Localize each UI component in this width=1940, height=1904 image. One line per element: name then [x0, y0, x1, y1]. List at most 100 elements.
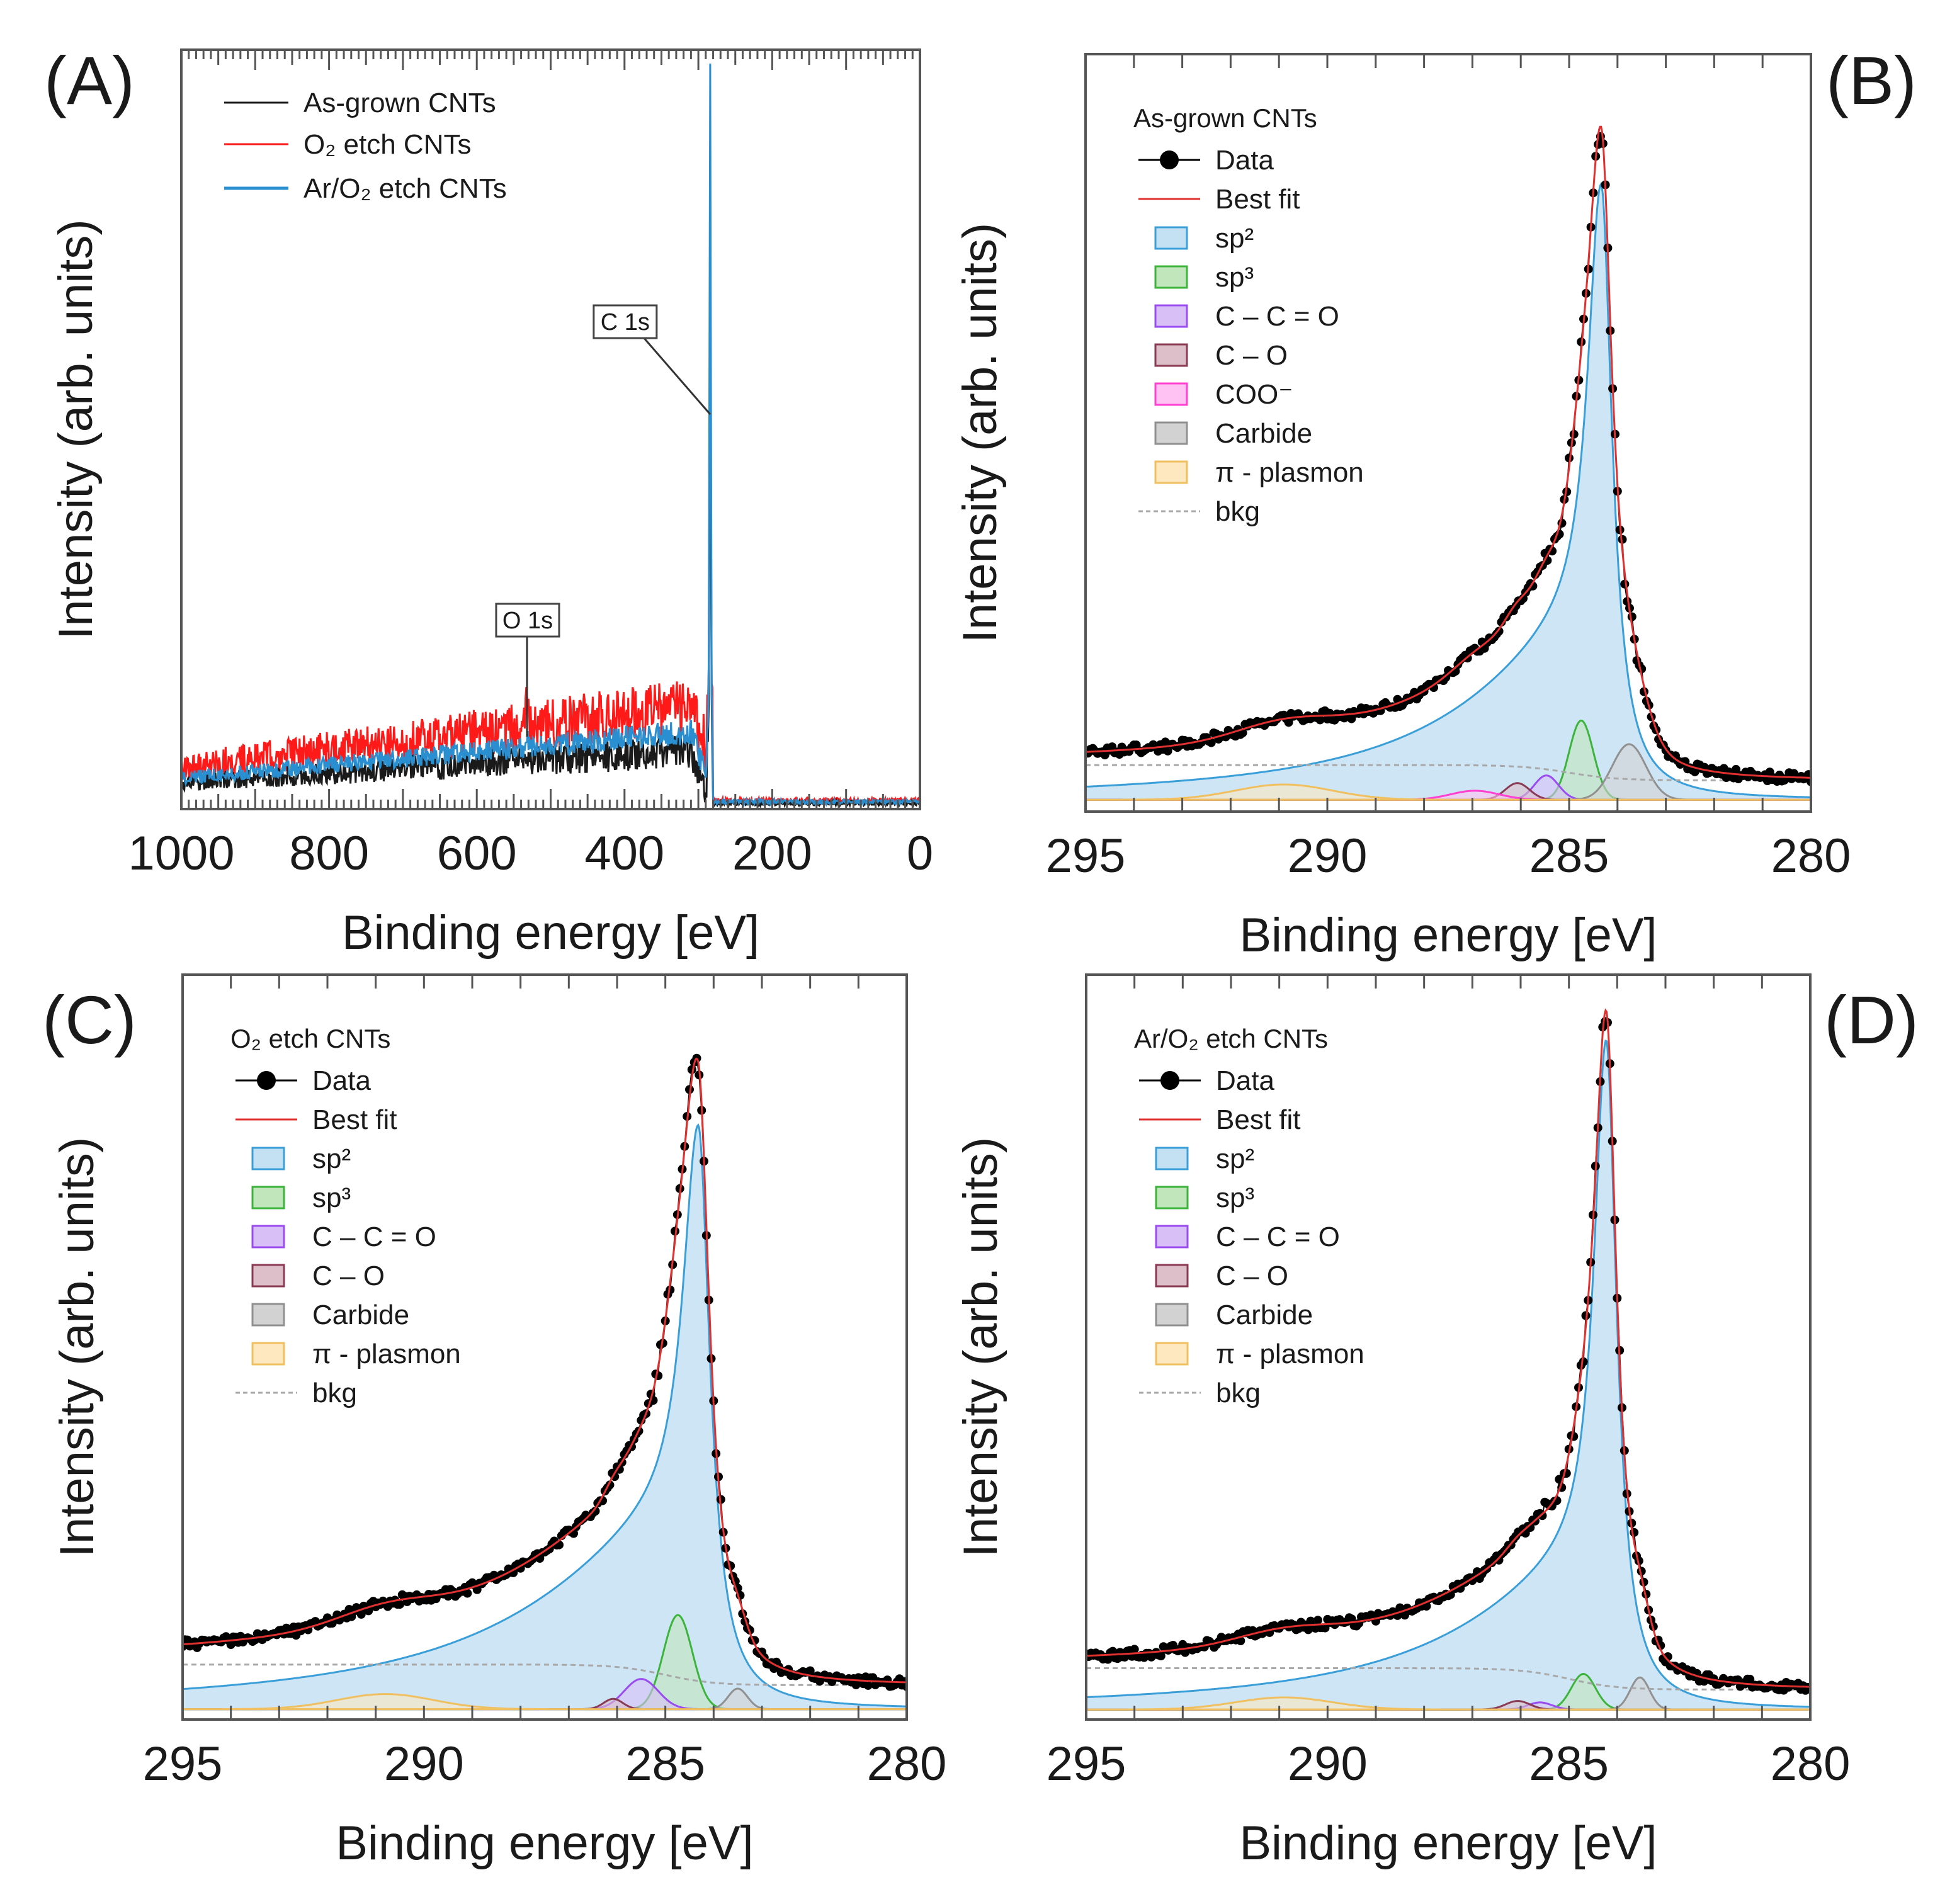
legend-label: Best fit	[1216, 1104, 1301, 1135]
best-fit-line	[1086, 125, 1811, 779]
legend-label: sp²	[1215, 223, 1254, 254]
x-tick-label: 295	[1046, 829, 1126, 883]
legend-swatch	[1155, 1342, 1189, 1366]
data-point	[1313, 1616, 1322, 1625]
panel-label: (A)	[44, 42, 135, 118]
legend-title: O₂ etch CNTs	[230, 1024, 390, 1053]
data-point	[463, 1589, 472, 1598]
y-axis-title: Intensity (arb. units)	[50, 1137, 104, 1557]
x-tick-label: 800	[289, 827, 369, 880]
data-point	[1690, 767, 1699, 776]
annotation-box	[593, 304, 658, 339]
x-axis-title: Binding energy [eV]	[336, 1816, 753, 1870]
series-line	[181, 240, 920, 807]
data-point	[1103, 1655, 1113, 1664]
legend-label: bkg	[1215, 496, 1260, 527]
data-point	[1538, 1511, 1547, 1521]
legend-swatch	[1155, 1147, 1189, 1170]
background-line	[183, 1663, 907, 1686]
x-tick-label: 200	[732, 827, 812, 880]
legend-title: Ar/O₂ etch CNTs	[1134, 1024, 1328, 1053]
legend-title: As-grown CNTs	[1133, 103, 1317, 133]
panel-label: (C)	[42, 982, 137, 1058]
plot-frame	[1085, 973, 1812, 1721]
legend-label: sp³	[1216, 1182, 1254, 1213]
legend-label: Data	[312, 1065, 371, 1096]
background-line	[1086, 764, 1811, 781]
legend-swatch	[251, 1186, 285, 1210]
data-point	[1581, 1311, 1591, 1320]
data-point	[1206, 738, 1216, 747]
y-axis-title: Intensity (arb. units)	[953, 223, 1007, 643]
panel-d: (D) Binding energy [eV] Intensity (arb. un…	[954, 973, 1919, 1870]
x-tick-label: 600	[437, 827, 517, 880]
legend-label: Best fit	[312, 1104, 397, 1135]
data-point	[851, 1680, 861, 1689]
x-tick-label: 290	[1288, 1737, 1368, 1791]
legend-swatch	[1155, 1303, 1189, 1327]
data-point	[395, 1600, 404, 1609]
annotation-leader-line	[643, 337, 712, 415]
legend-swatch	[251, 1225, 285, 1249]
data-point	[1108, 1646, 1118, 1656]
legend: Ar/O₂ etch CNTs Data Best fit sp² sp³ C – C =…	[1134, 1024, 1364, 1408]
legend-label: π - plasmon	[1215, 457, 1364, 488]
legend-swatch	[251, 1147, 285, 1170]
legend-label: As-grown CNTs	[303, 88, 496, 118]
legend-label: π - plasmon	[312, 1339, 461, 1369]
x-tick-label: 285	[625, 1737, 705, 1791]
x-tick-label: 280	[1771, 1737, 1851, 1791]
legend-label: Carbide	[1215, 418, 1312, 449]
legend-data-marker	[1160, 1071, 1179, 1090]
legend-label: sp²	[312, 1143, 351, 1174]
legend-swatch	[1155, 1264, 1189, 1288]
legend-label: C – C = O	[1215, 301, 1339, 332]
x-tick-label: 295	[143, 1737, 223, 1791]
y-axis-title: Intensity (arb. units)	[954, 1137, 1007, 1557]
legend-label: Data	[1216, 1065, 1274, 1096]
legend-label: Data	[1215, 145, 1274, 176]
data-point	[1732, 764, 1740, 774]
peak-annotation: C 1s	[593, 304, 712, 415]
legend: As-grown CNTs O₂ etch CNTs Ar/O₂ etch CNTs	[224, 88, 507, 204]
annotation-label: C 1s	[601, 309, 650, 336]
component-area	[1086, 1040, 1810, 1711]
plot-frame	[180, 48, 921, 810]
x-tick-label: 0	[907, 827, 933, 880]
x-tick-label: 290	[384, 1737, 464, 1791]
data-line	[1086, 1021, 1810, 1692]
plot-frame	[181, 973, 908, 1721]
legend-data-marker	[1160, 150, 1179, 169]
legend: As-grown CNTs Data Best fit sp² sp³ C – C = O…	[1133, 103, 1364, 527]
data-point	[1315, 715, 1325, 725]
legend-swatch	[1155, 1186, 1189, 1210]
legend-swatch	[251, 1303, 285, 1327]
x-axis-title: Binding energy [eV]	[1239, 909, 1657, 962]
legend-label: C – C = O	[1216, 1221, 1340, 1252]
data-point	[1156, 1652, 1166, 1660]
legend-label: sp²	[1216, 1143, 1254, 1174]
legend-label: bkg	[1216, 1378, 1261, 1408]
legend-label: C – C = O	[312, 1221, 436, 1252]
panel-a: (A) Binding energy [eV] Intensity (arb. un…	[44, 42, 933, 960]
peak-annotation: O 1s	[495, 603, 560, 737]
legend-data-marker	[257, 1071, 276, 1090]
legend-label: COO⁻	[1215, 379, 1293, 410]
annotation-box	[495, 603, 560, 638]
background-line	[1086, 1667, 1810, 1691]
legend-label: Best fit	[1215, 184, 1300, 215]
legend-swatch	[251, 1342, 285, 1366]
data-point	[1130, 1645, 1139, 1654]
legend-label: π - plasmon	[1216, 1339, 1364, 1369]
legend-swatch	[1154, 382, 1188, 406]
annotation-label: O 1s	[502, 608, 553, 634]
y-axis-title: Intensity (arb. units)	[49, 219, 103, 639]
legend-swatch	[1154, 343, 1188, 367]
data-point	[1745, 1674, 1755, 1684]
data-line	[1086, 134, 1811, 783]
data-point	[1618, 535, 1627, 544]
legend-swatch	[1154, 421, 1188, 445]
legend-label: C – O	[1216, 1261, 1288, 1291]
best-fit-line	[1086, 1008, 1810, 1688]
best-fit-line	[183, 1057, 907, 1684]
